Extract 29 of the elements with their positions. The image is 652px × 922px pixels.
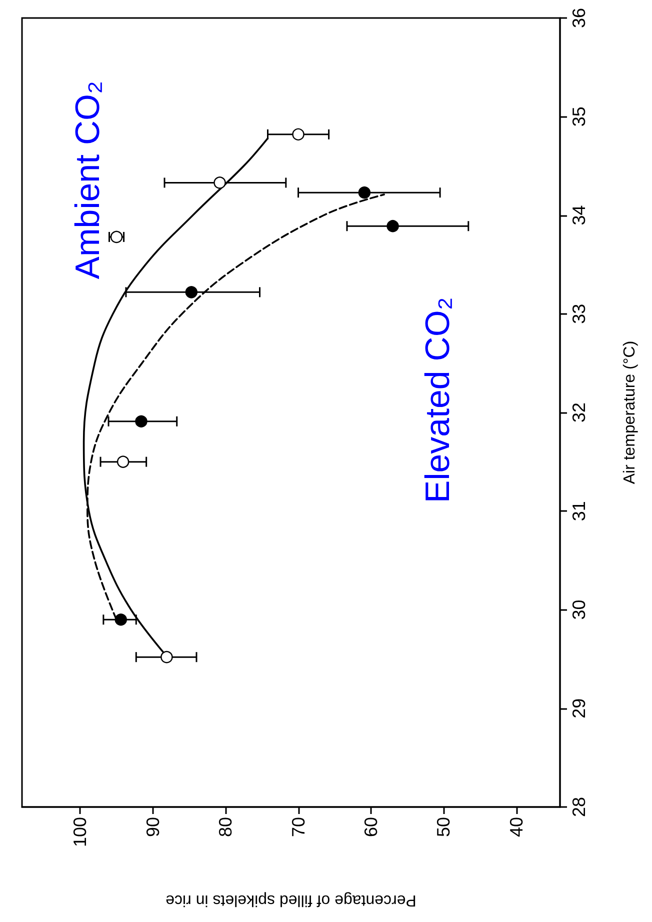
y-axis-title: Air temperature (°C) [622,340,638,484]
y-tick-label: 33 [569,304,589,324]
point [185,286,198,298]
point [386,220,399,232]
point [135,415,148,428]
point [292,128,304,140]
x-tick-label: 60 [360,817,381,838]
x-tick-label: 80 [216,817,236,838]
x-tick-label: 50 [434,817,454,838]
x-tick-label: 100 [70,817,90,848]
point [214,176,226,189]
y-tick-label: 35 [569,106,589,127]
point [114,614,127,626]
y-tick-label: 36 [569,8,589,28]
y-tick-label: 28 [569,796,589,818]
x-tick-label: 70 [288,817,308,838]
y-tick-label: 32 [569,402,589,423]
x-tick-label: 40 [506,817,526,838]
y-tick-label: 29 [569,698,589,718]
y-tick-label: 30 [569,600,589,620]
y-tick-label: 31 [569,501,589,522]
point [160,650,173,664]
point [116,456,130,468]
y-tick-label: 34 [569,205,589,226]
x-axis-title: Percentage of filled spikelets in rice [166,892,416,908]
x-tick-label: 90 [142,817,163,838]
point [358,186,371,199]
annotation: Elevated CO₂ [419,297,457,503]
annotation: Ambient CO₂ [69,80,107,280]
